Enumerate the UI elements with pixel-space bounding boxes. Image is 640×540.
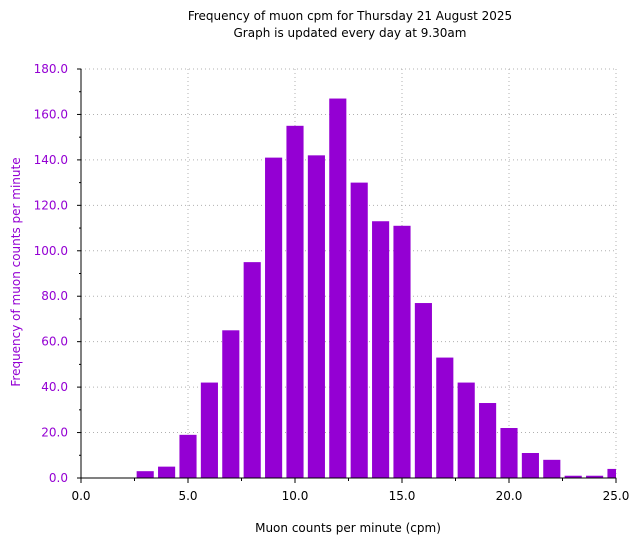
y-tick-label: 180.0 <box>34 62 68 76</box>
y-tick-label: 20.0 <box>41 426 68 440</box>
chart-title: Frequency of muon cpm for Thursday 21 Au… <box>0 8 640 42</box>
bar-13 <box>350 182 368 478</box>
y-tick-label: 120.0 <box>34 198 68 212</box>
grid-lines <box>81 68 617 478</box>
bar-16 <box>414 303 432 478</box>
bar-10 <box>286 125 304 479</box>
y-tick-labels: 0.0 20.0 40.0 60.0 80.0 100.0 120.0 140.0 160.0 1… <box>34 62 68 485</box>
title-line: Frequency of muon cpm for Thursday 21 Au… <box>187 9 513 23</box>
bar-5 <box>179 434 197 478</box>
x-tick-label: 5.0 <box>178 489 197 503</box>
x-tick-label: 25.0 <box>603 489 630 503</box>
y-tick-label: 140.0 <box>34 153 68 167</box>
bar-25 <box>607 468 616 478</box>
bar-6 <box>200 382 218 478</box>
bar-3 <box>136 471 154 478</box>
x-tick-label: 20.0 <box>496 489 523 503</box>
bar-15 <box>393 225 411 478</box>
bar-12 <box>329 98 347 479</box>
bar-8 <box>243 262 261 478</box>
bar-18 <box>457 382 475 478</box>
y-tick-label: 40.0 <box>41 380 68 394</box>
bar-20 <box>500 428 518 478</box>
bar-21 <box>521 453 539 478</box>
bar-22 <box>543 459 561 478</box>
bar-23 <box>564 475 582 478</box>
y-axis-label: Frequency of muon counts per minute <box>9 157 23 386</box>
bar-24 <box>586 475 604 478</box>
x-tick-labels: 0.0 5.0 10.0 15.0 20.0 25.0 <box>71 489 629 503</box>
bar-17 <box>436 357 454 478</box>
y-tick-label: 160.0 <box>34 107 68 121</box>
bars-group <box>136 98 616 479</box>
subtitle-line: Graph is updated every day at 9.30am <box>233 26 467 40</box>
y-tick-label: 0.0 <box>49 471 68 485</box>
bar-7 <box>222 330 240 478</box>
y-tick-label: 60.0 <box>41 335 68 349</box>
bar-14 <box>372 221 390 478</box>
bar-4 <box>158 466 176 478</box>
bar-11 <box>307 155 325 478</box>
x-axis-label: Muon counts per minute (cpm) <box>255 521 441 535</box>
x-tick-label: 0.0 <box>71 489 90 503</box>
x-tick-label: 15.0 <box>389 489 416 503</box>
x-tick-label: 10.0 <box>282 489 309 503</box>
axes-group <box>77 68 617 483</box>
bar-19 <box>479 403 497 478</box>
y-tick-label: 100.0 <box>34 244 68 258</box>
y-tick-label: 80.0 <box>41 289 68 303</box>
bar-9 <box>265 157 283 478</box>
